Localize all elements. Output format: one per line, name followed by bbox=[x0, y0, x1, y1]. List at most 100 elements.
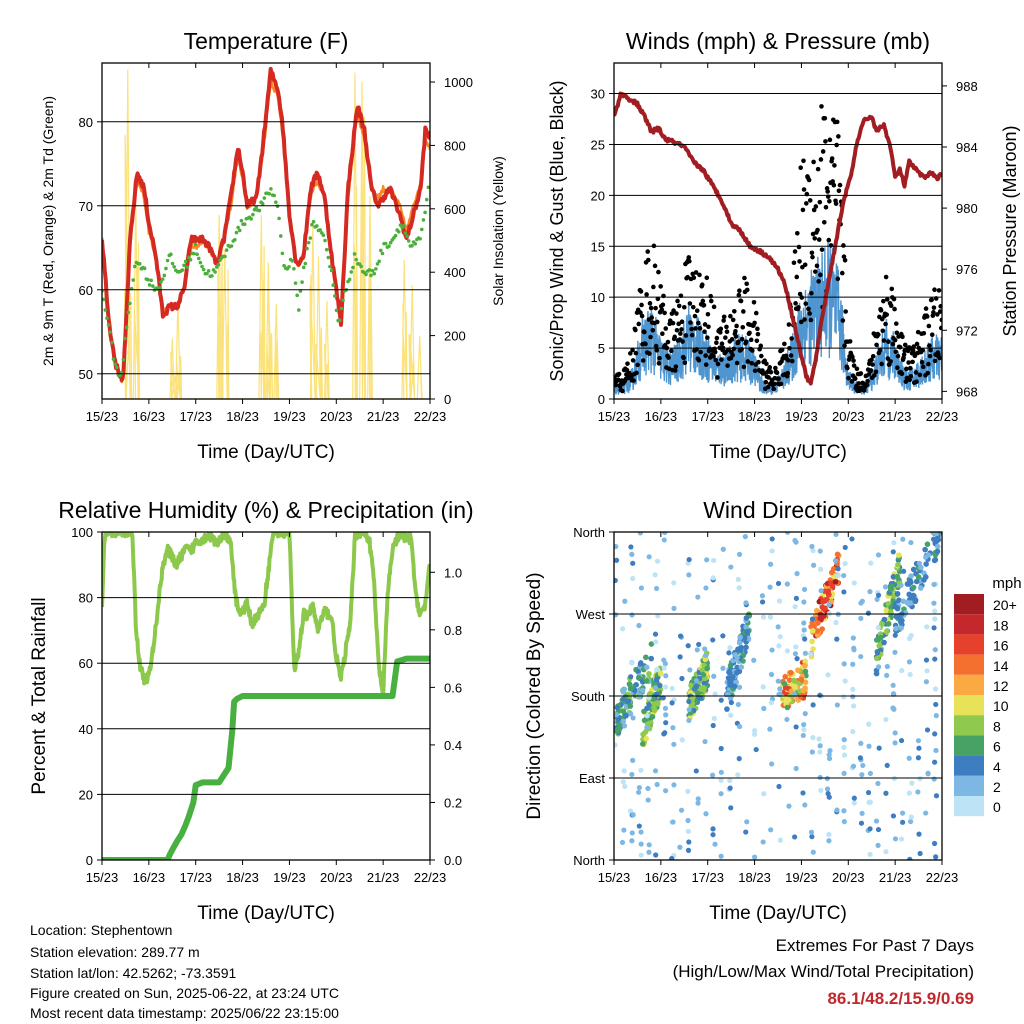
direction-point bbox=[867, 826, 873, 832]
wind-gust-point bbox=[802, 262, 808, 268]
wind-gust-point bbox=[791, 260, 797, 266]
direction-point bbox=[818, 787, 824, 794]
dewpoint-point bbox=[315, 224, 319, 228]
direction-point bbox=[781, 680, 788, 687]
wind-gust-point bbox=[897, 344, 903, 350]
wind-gust-point bbox=[697, 272, 702, 278]
direction-point bbox=[654, 781, 660, 788]
winds-xtick-label: 21/23 bbox=[879, 409, 912, 424]
direction-point bbox=[900, 819, 906, 825]
direction-point bbox=[801, 620, 807, 626]
direction-point bbox=[923, 554, 929, 560]
temp-ytick-label: 60 bbox=[79, 283, 93, 298]
direction-point bbox=[614, 712, 620, 718]
direction-point bbox=[824, 786, 831, 792]
wind-gust-point bbox=[663, 326, 669, 331]
wind-gust-point bbox=[711, 304, 717, 310]
direction-point bbox=[621, 686, 628, 692]
winds-ytick-label: 0 bbox=[598, 392, 605, 407]
wind-gust-point bbox=[703, 362, 709, 367]
winds-ytick-label: 30 bbox=[591, 87, 605, 102]
dewpoint-point bbox=[205, 271, 209, 276]
winds-pressure-panel: 15/23 16/23 17/23 18/23 19/23 20/23 21/23 22/23… bbox=[547, 28, 1020, 463]
direction-point bbox=[931, 600, 937, 606]
dewpoint-point bbox=[349, 270, 354, 274]
direction-point bbox=[910, 566, 917, 573]
direction-point bbox=[642, 729, 649, 735]
dewpoint-point bbox=[367, 268, 372, 272]
direction-point bbox=[614, 543, 619, 550]
wind-gust-point bbox=[715, 361, 721, 367]
direction-point bbox=[768, 700, 774, 706]
direction-point bbox=[645, 797, 651, 803]
wind-gust-point bbox=[785, 370, 791, 376]
direction-point bbox=[630, 560, 636, 566]
dewpoint-point bbox=[277, 216, 281, 221]
direction-point bbox=[851, 703, 857, 709]
wind-gust-point bbox=[671, 308, 676, 313]
wind-gust-point bbox=[678, 331, 683, 336]
dewpoint-point bbox=[233, 237, 237, 242]
direction-point bbox=[834, 551, 841, 558]
direction-point bbox=[727, 645, 733, 651]
dewpoint-point bbox=[329, 268, 334, 273]
direction-point bbox=[892, 836, 899, 842]
direction-point bbox=[636, 622, 642, 629]
direction-point bbox=[663, 712, 669, 718]
direction-point bbox=[694, 647, 700, 653]
wind-gust-point bbox=[659, 307, 665, 312]
direction-point bbox=[867, 589, 873, 595]
direction-point bbox=[782, 673, 789, 680]
wind-gust-point bbox=[744, 287, 750, 293]
temp-ytick-label: 80 bbox=[79, 115, 93, 130]
direction-point bbox=[792, 683, 798, 690]
wind-gust-point bbox=[809, 250, 815, 256]
direction-point bbox=[699, 667, 706, 673]
direction-point bbox=[833, 532, 839, 538]
direction-point bbox=[653, 639, 659, 645]
wind-gust-point bbox=[654, 319, 660, 325]
direction-point bbox=[685, 817, 691, 824]
direction-point bbox=[768, 827, 774, 833]
dewpoint-point bbox=[310, 222, 314, 227]
wind-gust-point bbox=[884, 312, 890, 317]
rh-line bbox=[102, 532, 430, 699]
direction-point bbox=[679, 675, 685, 682]
dewpoint-point bbox=[420, 227, 424, 232]
direction-point bbox=[808, 651, 814, 657]
wind-gust-point bbox=[932, 287, 937, 293]
wind-gust-point bbox=[689, 332, 695, 338]
dewpoint-point bbox=[146, 277, 150, 282]
wind-gust-point bbox=[812, 236, 818, 241]
wind-gust-point bbox=[800, 207, 806, 213]
direction-point bbox=[662, 788, 669, 794]
wind-gust-point bbox=[647, 301, 653, 306]
wind-gust-point bbox=[865, 378, 870, 384]
direction-point bbox=[898, 737, 905, 744]
direction-point bbox=[669, 685, 675, 692]
info-latlon: Station lat/lon: 42.5262; -73.3591 bbox=[30, 965, 237, 981]
direction-point bbox=[906, 659, 913, 665]
direction-point bbox=[809, 749, 815, 755]
dewpoint-point bbox=[195, 252, 199, 257]
wind-gust-point bbox=[750, 348, 755, 353]
wind-gust-point bbox=[745, 359, 751, 364]
direction-point bbox=[677, 654, 683, 660]
dir-title: Wind Direction bbox=[703, 497, 853, 523]
wind-gust-point bbox=[864, 382, 870, 388]
plot-area bbox=[614, 91, 942, 396]
direction-point bbox=[627, 703, 634, 709]
wind-gust-point bbox=[878, 308, 884, 313]
direction-point bbox=[809, 627, 816, 634]
wind-gust-point bbox=[656, 269, 661, 275]
direction-point bbox=[891, 706, 897, 712]
wind-gust-point bbox=[634, 370, 639, 376]
direction-point bbox=[898, 616, 904, 623]
wind-gust-point bbox=[730, 352, 735, 358]
direction-point bbox=[810, 735, 816, 741]
wind-gust-point bbox=[845, 365, 850, 371]
direction-point bbox=[776, 783, 782, 790]
direction-point bbox=[801, 721, 807, 728]
direction-point bbox=[825, 672, 831, 678]
dewpoint-point bbox=[326, 255, 331, 260]
